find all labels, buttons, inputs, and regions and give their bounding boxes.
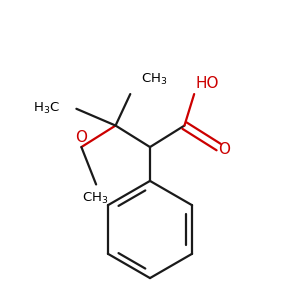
Text: O: O <box>75 130 87 145</box>
Text: O: O <box>219 142 231 158</box>
Text: HO: HO <box>195 76 218 91</box>
Text: CH$_3$: CH$_3$ <box>141 72 168 87</box>
Text: H$_3$C: H$_3$C <box>33 101 60 116</box>
Text: CH$_3$: CH$_3$ <box>82 191 109 206</box>
